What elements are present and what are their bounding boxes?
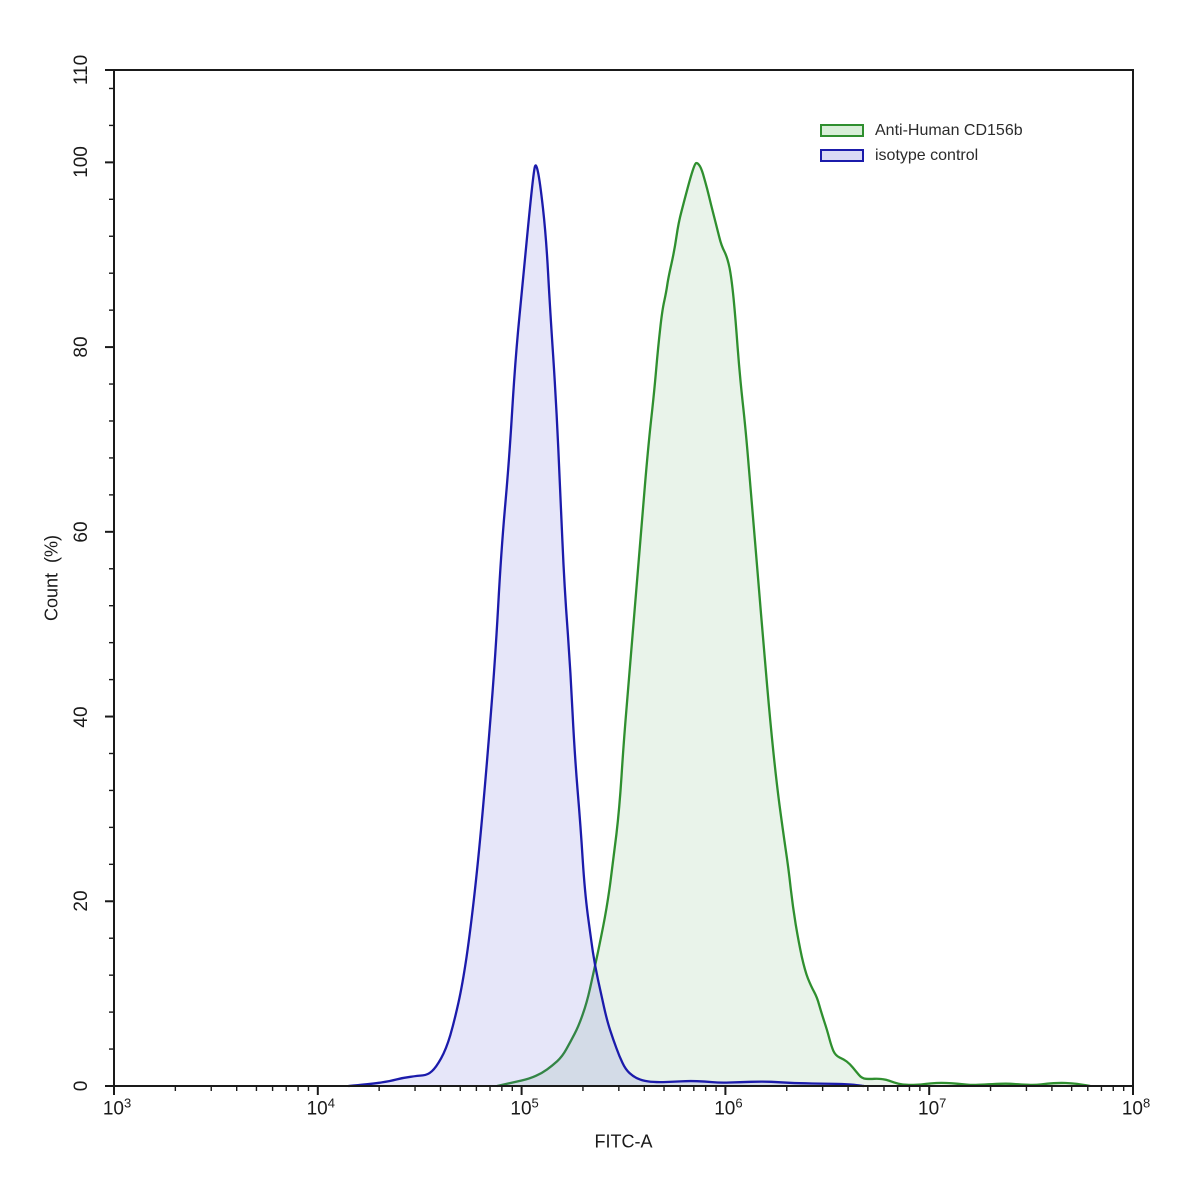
curve-series-1	[348, 164, 865, 1088]
legend: Anti-Human CD156b isotype control	[820, 121, 1023, 165]
y-tick-label: 60	[71, 521, 92, 543]
y-tick-label: 20	[71, 890, 92, 912]
legend-label: Anti-Human CD156b	[875, 122, 1023, 139]
curve-series-0	[496, 161, 1091, 1088]
legend-item: Anti-Human CD156b	[820, 121, 1023, 140]
legend-item: isotype control	[820, 146, 1023, 165]
legend-swatch-blue	[820, 149, 864, 162]
plot-frame	[113, 69, 1134, 1087]
y-axis-title: Count (%)	[41, 534, 62, 622]
x-tick-label: 107	[918, 1095, 947, 1120]
y-tick-label: 100	[71, 146, 92, 179]
area-series-0	[497, 163, 1091, 1086]
legend-label: isotype control	[875, 147, 979, 164]
y-tick-label: 0	[71, 1080, 92, 1092]
y-tick-label: 40	[71, 705, 92, 728]
x-tick-label: 103	[102, 1095, 132, 1120]
x-tick-label: 108	[1121, 1095, 1151, 1120]
x-axis-title: FITC-A	[594, 1131, 653, 1152]
x-tick-label: 105	[510, 1095, 539, 1120]
legend-swatch-green	[820, 124, 864, 137]
x-tick-label: 104	[306, 1095, 335, 1120]
x-tick-label: 106	[714, 1095, 743, 1120]
y-tick-label: 80	[71, 336, 92, 358]
y-tick-label: 110	[71, 54, 92, 86]
